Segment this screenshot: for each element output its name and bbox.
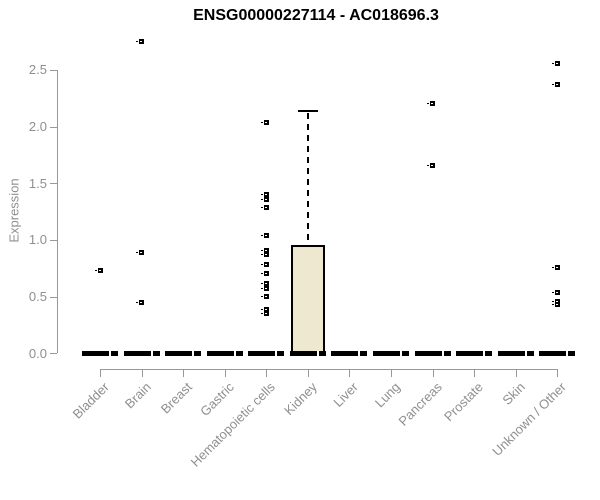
- y-tick: [50, 296, 57, 298]
- x-tick: [557, 369, 559, 377]
- zero-bar: [289, 350, 326, 356]
- x-tick: [266, 369, 268, 377]
- outlier-point: [260, 119, 269, 125]
- zero-bar: [497, 350, 534, 356]
- outlier-point: [136, 39, 145, 45]
- zero-bar: [539, 350, 576, 356]
- x-tick: [183, 369, 185, 377]
- x-tick: [432, 369, 434, 377]
- chart-title: ENSG00000227114 - AC018696.3: [193, 7, 439, 24]
- outlier-point: [260, 306, 269, 312]
- x-tick: [224, 369, 226, 377]
- y-tick: [50, 69, 57, 71]
- outlier-point: [551, 82, 560, 88]
- x-axis-line: [99, 369, 558, 370]
- outlier-point: [427, 162, 436, 168]
- zero-bar: [331, 350, 368, 356]
- y-tick: [50, 183, 57, 185]
- box: [290, 244, 325, 354]
- y-tick-label: 0.0: [28, 345, 47, 361]
- y-axis-line: [57, 69, 58, 354]
- zero-bar: [206, 350, 243, 356]
- outlier-point: [551, 264, 560, 270]
- outlier-point: [551, 298, 560, 304]
- x-tick: [141, 369, 143, 377]
- zero-bar: [248, 350, 285, 356]
- outlier-point: [94, 268, 103, 274]
- outlier-point: [260, 286, 269, 292]
- zero-bar: [82, 350, 118, 356]
- zero-bar: [414, 350, 451, 356]
- outlier-point: [260, 294, 269, 300]
- y-tick-label: 1.5: [28, 175, 47, 191]
- y-tick-label: 0.5: [28, 289, 47, 305]
- y-tick-label: 1.0: [28, 232, 47, 248]
- outlier-point: [260, 311, 269, 317]
- x-tick: [515, 369, 517, 377]
- zero-bar: [165, 350, 202, 356]
- y-tick: [50, 239, 57, 241]
- x-tick: [100, 369, 101, 377]
- outlier-point: [260, 192, 269, 198]
- zero-bar: [456, 350, 493, 356]
- whisker: [306, 112, 309, 245]
- outlier-point: [136, 249, 145, 255]
- outlier-point: [551, 289, 560, 295]
- y-tick: [50, 353, 57, 355]
- whisker-cap: [297, 109, 318, 112]
- outlier-point: [427, 101, 436, 107]
- y-tick-label: 2.0: [28, 119, 47, 135]
- outlier-point: [551, 302, 560, 308]
- x-tick: [307, 369, 309, 377]
- zero-bar: [372, 350, 409, 356]
- outlier-point: [260, 232, 269, 238]
- outlier-point: [260, 280, 269, 286]
- outlier-point: [260, 247, 269, 253]
- x-tick: [349, 369, 351, 377]
- y-tick: [50, 126, 57, 128]
- outlier-point: [136, 299, 145, 305]
- outlier-point: [260, 196, 269, 202]
- zero-bar: [123, 350, 160, 356]
- x-tick: [390, 369, 392, 377]
- outlier-point: [260, 271, 269, 277]
- outlier-point: [551, 60, 560, 66]
- x-tick: [474, 369, 476, 377]
- outlier-point: [260, 262, 269, 268]
- outlier-point: [260, 252, 269, 258]
- y-tick-label: 2.5: [28, 62, 47, 78]
- outlier-point: [260, 204, 269, 210]
